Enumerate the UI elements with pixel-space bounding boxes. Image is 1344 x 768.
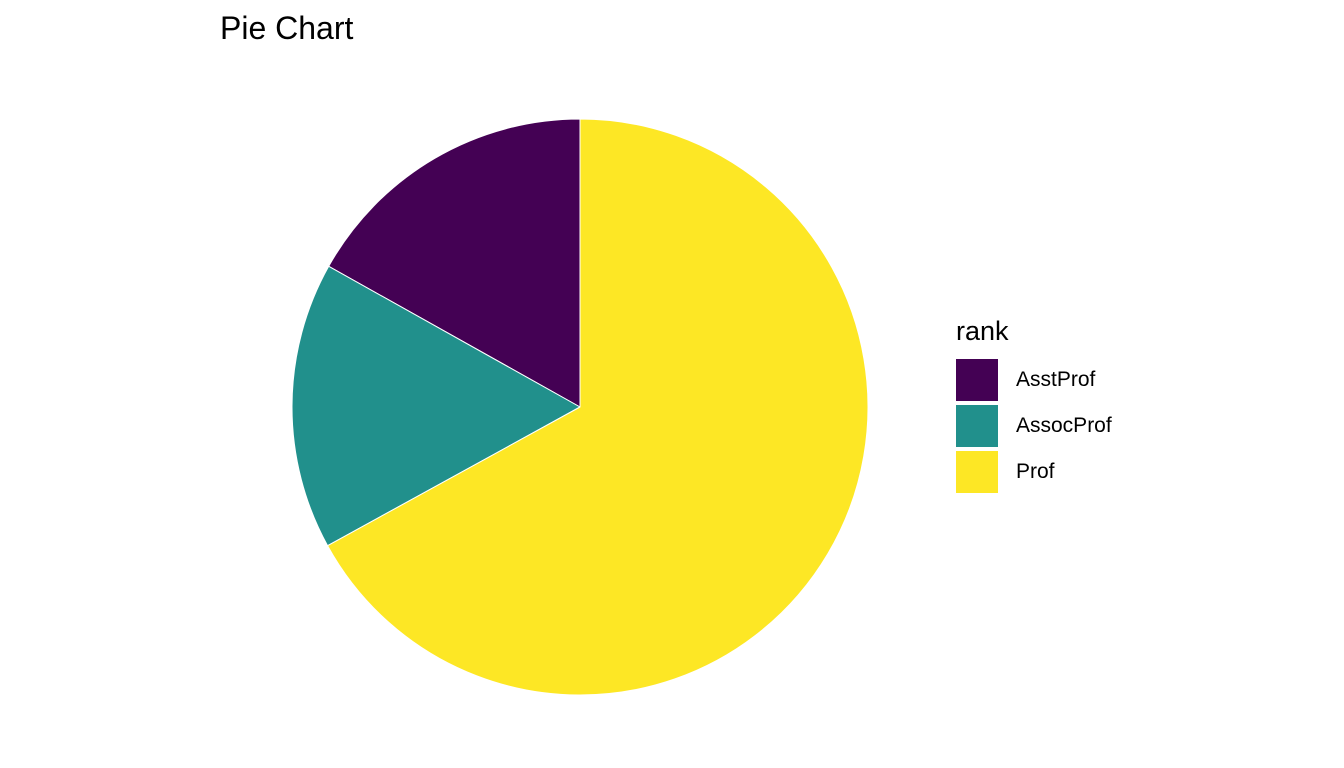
legend-label-prof: Prof [1016,460,1055,483]
pie-slice-assocprof [291,265,582,547]
legend-item-asstprof: AsstProf [956,357,1112,403]
legend-item-prof: Prof [956,449,1112,495]
pie-slice-prof [326,118,869,696]
legend-key-prof [956,451,998,493]
legend-item-assocprof: AssocProf [956,403,1112,449]
legend-label-asstprof: AsstProf [1016,368,1096,391]
chart-title: Pie Chart [220,10,354,46]
legend: rank AsstProf AssocProf Prof [956,316,1112,495]
pie-slice-asstprof [328,118,581,408]
legend-key-assocprof [956,405,998,447]
legend-title: rank [956,316,1009,346]
legend-label-assocprof: AssocProf [1016,414,1112,437]
legend-key-asstprof [956,359,998,401]
